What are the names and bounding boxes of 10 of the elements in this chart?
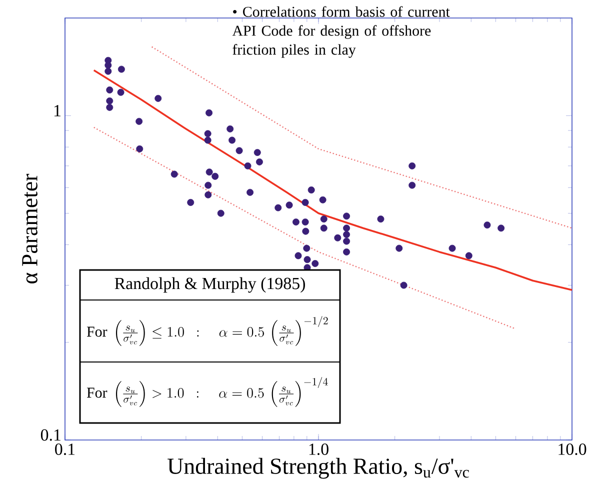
y-tick-label: 1 <box>54 105 60 116</box>
y-axis-title: α Parameter <box>22 174 38 284</box>
x-tick-label: 10.0 <box>558 444 586 456</box>
annotation: $\mathrm{For}\ \left(\frac{s_u}{\sigma'_{vc}}\right)\leq 1.0\ \ :\quad \alpha = 0.5\,\left(\frac{s_u}{\sigma'_{vc}}\right)^{-1/2}$ <box>86 316 328 346</box>
x-tick-label: 0.1 <box>55 444 75 456</box>
x-tick-label: 1.0 <box>309 444 328 456</box>
annotation: Randolph & Murphy (1985) <box>114 277 305 293</box>
annotation: • Correlations form basis of current API Code for design of offshore friction piles in clay <box>232 6 450 58</box>
x-axis-title: Undrained Strength Ratio, s$_{u}$/σ'$_{vc}$ <box>168 458 469 479</box>
annotation: $\mathrm{For}\ \left(\frac{s_u}{\sigma'_{vc}}\right) > 1.0\ \ :\quad \alpha = 0.5\,\left(\frac{s_u}{\sigma'_{vc}}\right)^{-1/4}$ <box>86 377 328 407</box>
